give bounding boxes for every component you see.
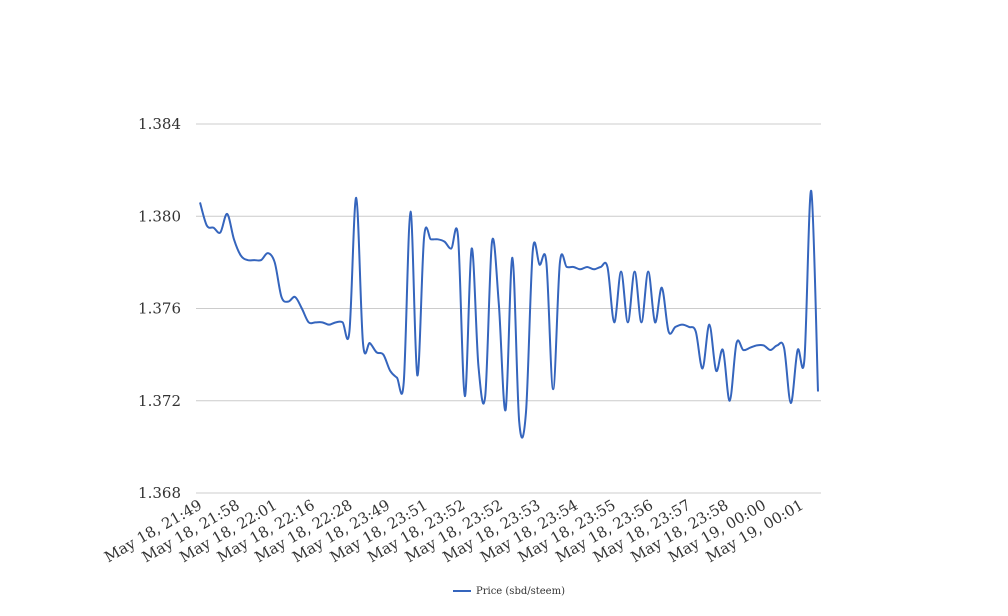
y-tick-label: 1.384 [138,115,181,133]
series-layer [199,189,819,439]
y-tick-label: 1.376 [138,300,181,318]
series-line-price [199,189,819,439]
gridlines [196,123,821,494]
legend: Price (sbd/steem) [453,586,565,597]
y-axis-ticks: 1.368 1.372 1.376 1.380 1.384 [138,115,181,502]
legend-label-price: Price (sbd/steem) [476,586,565,597]
y-tick-label: 1.380 [138,207,181,225]
y-tick-label: 1.368 [138,484,181,502]
y-tick-label: 1.372 [138,392,181,410]
